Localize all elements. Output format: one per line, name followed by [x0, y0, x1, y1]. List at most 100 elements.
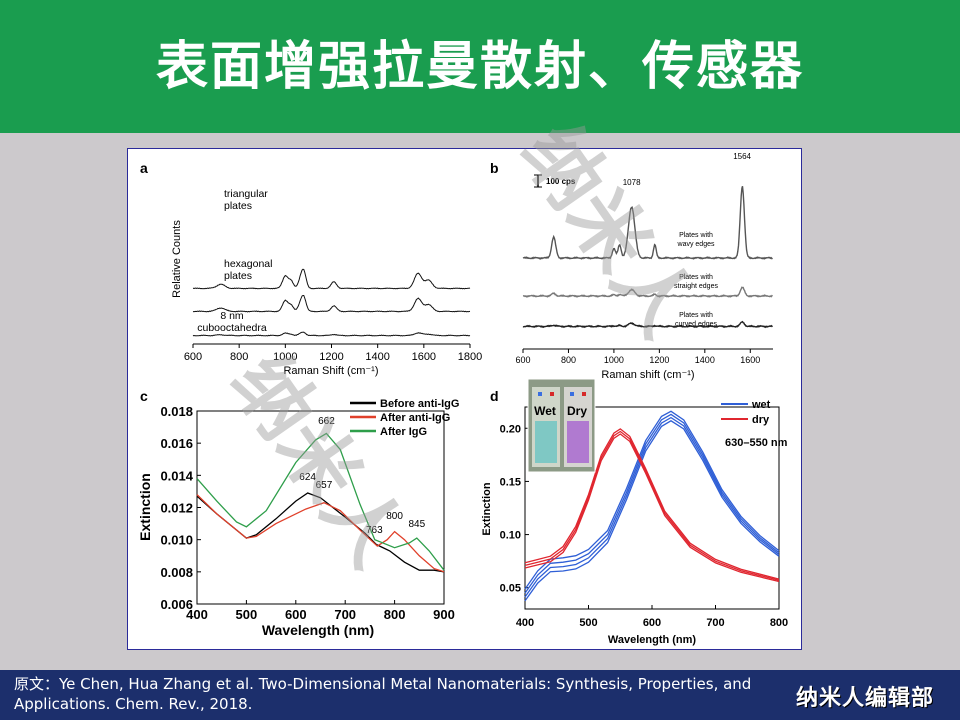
- panel-d-legend-label: dry: [752, 414, 770, 426]
- panel-b-series-line: [522, 286, 773, 298]
- panel-d-y-tick-label: 0.15: [500, 476, 521, 488]
- panel-b-series-label: wavy edges: [677, 241, 715, 248]
- panel-c-x-label: Wavelength (nm): [262, 622, 374, 638]
- panel-c-y-tick-label: 0.016: [160, 436, 193, 451]
- panel-d-inset-label-dry: Dry: [567, 404, 587, 418]
- panel-c-peak-label: 763: [366, 525, 383, 536]
- panel-d-inset-label-wet: Wet: [534, 404, 556, 418]
- panel-c-series-line: [196, 432, 445, 571]
- panel-c-y-label: Extinction: [137, 473, 153, 541]
- panel-d-series-line: [524, 430, 780, 581]
- panel-b-scale-label: 100 cps: [546, 177, 576, 186]
- panel-c-y-tick-label: 0.018: [160, 404, 193, 419]
- panel-c-x-tick-label: 600: [285, 607, 307, 622]
- footer-bar: [0, 670, 960, 720]
- panel-a-x-tick-label: 600: [184, 351, 202, 363]
- panel-c-y-tick-label: 0.014: [160, 468, 193, 483]
- panel-d-series-line: [524, 433, 780, 583]
- panel-d-inset-dot-red: [582, 392, 586, 396]
- panel-b-series-label: Plates with: [679, 232, 713, 239]
- panel-d-series-line: [524, 420, 780, 602]
- panel-c-series-line: [196, 492, 445, 573]
- panel-c-peak-label: 657: [316, 480, 333, 491]
- panel-a-x-tick-label: 1400: [365, 351, 389, 363]
- panel-a-series-line: [192, 295, 471, 313]
- panel-d-letter: d: [490, 388, 499, 404]
- panel-b-x-tick-label: 1600: [740, 355, 760, 365]
- panel-d-x-tick-label: 600: [643, 617, 661, 629]
- panel-d-y-label: Extinction: [481, 482, 493, 535]
- panel-b-series-label: Plates with: [679, 274, 713, 281]
- panel-d-inset-dot-blue: [538, 392, 542, 396]
- panel-c-x-tick-label: 500: [236, 607, 258, 622]
- figure-svg: a 600 800 1000 1200 1400 1600 1800 Raman Shift (…: [137, 152, 788, 646]
- panel-a-x-tick-label: 1600: [412, 351, 436, 363]
- panel-d-series-line: [524, 413, 780, 594]
- panel-a-series-label: cubooctahedra: [197, 322, 267, 334]
- figure-panel: a 600 800 1000 1200 1400 1600 1800 Raman Shift (…: [127, 148, 802, 650]
- panel-c-y-tick-label: 0.006: [160, 597, 193, 612]
- panel-d-y-tick-label: 0.05: [500, 583, 521, 595]
- slide-title: 表面增强拉曼散射、传感器: [155, 37, 804, 97]
- panel-c-y-tick-label: 0.012: [160, 501, 193, 516]
- panel-a-series-label: hexagonal: [224, 258, 272, 270]
- panel-d-x-label: Wavelength (nm): [608, 634, 697, 646]
- panel-d-x-tick-label: 700: [706, 617, 724, 629]
- panel-d-x-tick-label: 400: [516, 617, 534, 629]
- panel-b-series-label: curved edges: [675, 321, 718, 328]
- panel-c-x-tick-label: 900: [433, 607, 455, 622]
- panel-d-legend-note: 630–550 nm: [725, 437, 788, 449]
- panel-d-x-tick-label: 800: [770, 617, 788, 629]
- panel-a-x-tick-label: 1000: [273, 351, 297, 363]
- brand-logo: 纳米人编辑部: [796, 686, 935, 711]
- panel-a-letter: a: [140, 160, 148, 176]
- panel-c-peak-label: 800: [386, 511, 403, 522]
- panel-b-series-line: [522, 320, 773, 329]
- panel-a-x-label: Raman Shift (cm⁻¹): [283, 365, 378, 377]
- panel-c-peak-label: 845: [408, 519, 425, 530]
- panel-a-series-line: [192, 268, 471, 290]
- panel-c-x-tick-label: 800: [384, 607, 406, 622]
- panel-b-x-label: Raman shift (cm⁻¹): [601, 369, 694, 381]
- panel-d-inset-liquid-dry: [567, 421, 589, 463]
- panel-d-inset-dot-red: [550, 392, 554, 396]
- panel-c-series-line: [196, 494, 445, 573]
- panel-c-y-tick-label: 0.010: [160, 533, 193, 548]
- panel-c-x-tick-label: 400: [186, 607, 208, 622]
- panel-c-x-tick-label: 700: [334, 607, 356, 622]
- panel-c-legend-label: Before anti-IgG: [380, 398, 459, 410]
- citation-text: 原文：Ye Chen, Hua Zhang et al. Two-Dimensi…: [14, 675, 752, 713]
- panel-b-x-tick-label: 600: [515, 355, 530, 365]
- panel-b-x-tick-label: 1000: [604, 355, 624, 365]
- panel-c-peak-label: 624: [299, 472, 316, 483]
- panel-a-x-tick-label: 1200: [319, 351, 343, 363]
- panel-b-series-label: Plates with: [679, 312, 713, 319]
- panel-c-legend-label: After IgG: [380, 426, 427, 438]
- panel-a-series-line: [192, 331, 471, 337]
- panel-a-series-label: 8 nm: [220, 310, 244, 322]
- panel-d-series-line: [524, 410, 780, 590]
- panel-a-series-label: plates: [224, 270, 252, 282]
- panel-d-y-tick-label: 0.20: [500, 423, 521, 435]
- panel-d-x-tick-label: 500: [579, 617, 597, 629]
- panel-b-x-tick-label: 1200: [649, 355, 669, 365]
- panel-b-letter: b: [490, 160, 499, 176]
- panel-d-y-tick-label: 0.10: [500, 530, 521, 542]
- panel-a-series-label: plates: [224, 200, 252, 212]
- panel-d-series-line: [524, 428, 780, 580]
- panel-b-x-tick-label: 1400: [695, 355, 715, 365]
- panel-d-inset-dot-blue: [570, 392, 574, 396]
- panel-d-series-line: [524, 416, 780, 598]
- panel-a-x-tick-label: 800: [230, 351, 248, 363]
- panel-c-letter: c: [140, 388, 148, 404]
- panel-d-inset-liquid-wet: [535, 421, 557, 463]
- panel-c-legend-label: After anti-IgG: [380, 412, 450, 424]
- title-bar: [0, 0, 960, 133]
- panel-b-peak-label: 1078: [623, 178, 641, 187]
- panel-b-x-tick-label: 800: [561, 355, 576, 365]
- panel-a-series-label: triangular: [224, 188, 268, 200]
- panel-b-peak-label: 1564: [733, 152, 751, 161]
- panel-c-y-tick-label: 0.008: [160, 565, 193, 580]
- panel-b-series-line: [522, 185, 773, 260]
- panel-c-peak-label: 662: [318, 416, 335, 427]
